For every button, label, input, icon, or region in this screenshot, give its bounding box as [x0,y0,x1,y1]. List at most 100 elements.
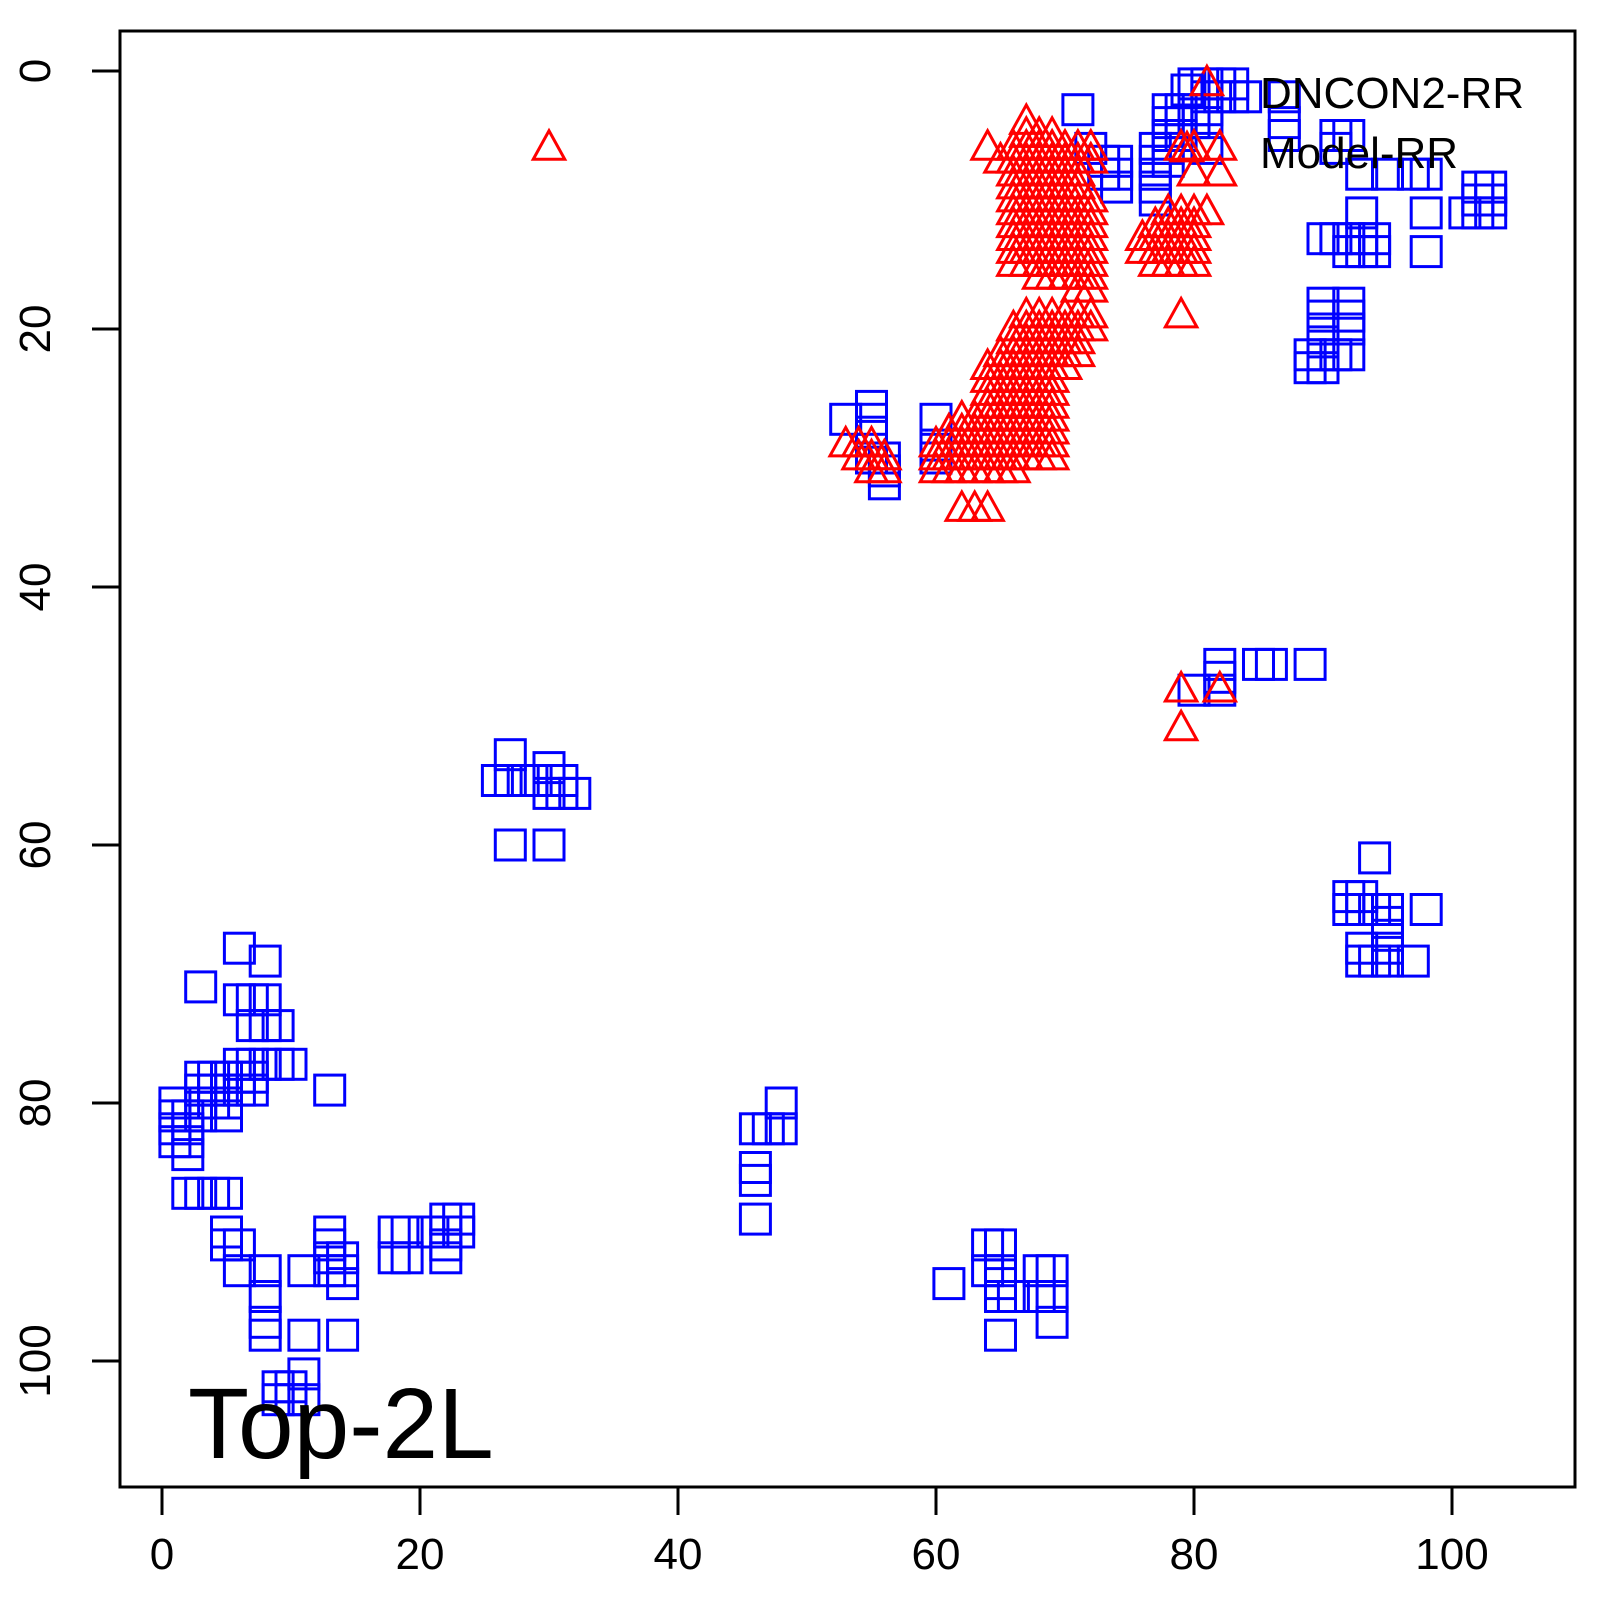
square-point [1474,196,1508,230]
square-point [1345,196,1379,230]
square-point [222,1254,256,1288]
square-point [764,1112,798,1146]
square-point [1332,338,1366,372]
square-point [1409,235,1443,269]
square-point [210,1215,243,1249]
y-tick-label: 0 [11,59,60,83]
square-point [764,1086,798,1120]
square-point [222,931,256,965]
square-point [1358,841,1392,875]
triangle-point [1072,127,1110,161]
square-point [326,1267,360,1301]
square-point [287,1383,321,1417]
square-point [984,1318,1017,1352]
x-tick-label: 100 [1415,1530,1488,1579]
x-tick-label: 40 [654,1530,703,1579]
series-model-rr [530,63,1239,742]
square-point [313,1073,347,1107]
square-point [235,1073,269,1107]
triangle-point [1175,153,1213,187]
legend-symbol-square [1170,73,1204,107]
square-point [248,1280,282,1313]
triangle-point [1188,63,1226,97]
triangle-point [1201,153,1239,187]
triangle-point [1188,192,1226,226]
panel-label: Top-2L [188,1368,494,1480]
triangle-point [969,127,1006,161]
triangle-point [1162,295,1200,329]
square-point [1293,647,1327,681]
square-point [493,828,527,862]
square-point [184,970,218,1004]
square-point [1061,93,1095,127]
y-tick-label: 60 [11,821,60,870]
square-point [1409,196,1443,230]
square-point [1100,170,1134,204]
square-point [738,1202,772,1236]
square-point [1035,1254,1069,1288]
square-point [390,1215,424,1249]
triangle-point [530,127,568,161]
square-point [738,1163,772,1197]
y-axis: 0 20 40 60 80 100 [11,59,122,1398]
triangle-point [1072,256,1110,290]
square-point [1035,1305,1069,1339]
x-tick-label: 20 [396,1530,445,1579]
triangle-point [969,488,1006,522]
triangle-point [866,437,903,471]
x-tick-label: 0 [150,1530,174,1579]
square-point [1345,157,1379,191]
square-point [932,1267,966,1301]
square-point [1371,944,1404,978]
legend-label-dncon2-rr: DNCON2-RR [1260,69,1524,118]
square-point [1332,119,1366,152]
square-point [222,1228,256,1262]
square-point [1035,1280,1069,1313]
square-point [248,1254,282,1288]
triangle-point [1033,424,1071,458]
square-point [390,1241,424,1275]
square-point [287,1318,321,1352]
triangle-point [1162,669,1200,703]
y-tick-label: 20 [11,305,60,354]
square-point [1461,183,1495,217]
square-point [1254,647,1288,681]
square-point [429,1241,463,1275]
square-point [984,1228,1017,1262]
square-point [1358,235,1392,269]
triangle-point [1072,140,1110,174]
triangle-point [1201,669,1239,703]
square-point [532,828,566,862]
square-point [210,1176,243,1210]
triangle-point [1072,295,1110,329]
legend-symbol-triangle [1168,129,1206,163]
square-point [210,1099,243,1133]
square-point [1242,647,1275,681]
triangle-point [1162,708,1200,742]
square-point [326,1318,360,1352]
square-point [248,944,282,978]
square-point [738,1151,772,1184]
square-point [287,1254,321,1288]
square-point [1267,119,1301,152]
square-point [996,1280,1030,1313]
square-point [248,983,282,1017]
y-tick-label: 40 [11,563,60,612]
square-point [1319,131,1353,165]
y-tick-label: 100 [11,1324,60,1397]
square-point [984,1267,1017,1301]
x-tick-label: 60 [912,1530,961,1579]
square-point [1267,80,1301,114]
x-tick-label: 80 [1170,1530,1219,1579]
data-points [158,63,1508,1417]
triangle-point [866,450,903,484]
square-point [184,1099,218,1133]
series-dncon2-rr [158,67,1508,1417]
triangle-point [1175,243,1213,277]
square-point [558,776,592,810]
square-point [442,1215,476,1249]
square-point [1409,157,1443,191]
legend-label-model-rr: Model-RR [1260,129,1458,178]
square-point [274,1047,308,1081]
